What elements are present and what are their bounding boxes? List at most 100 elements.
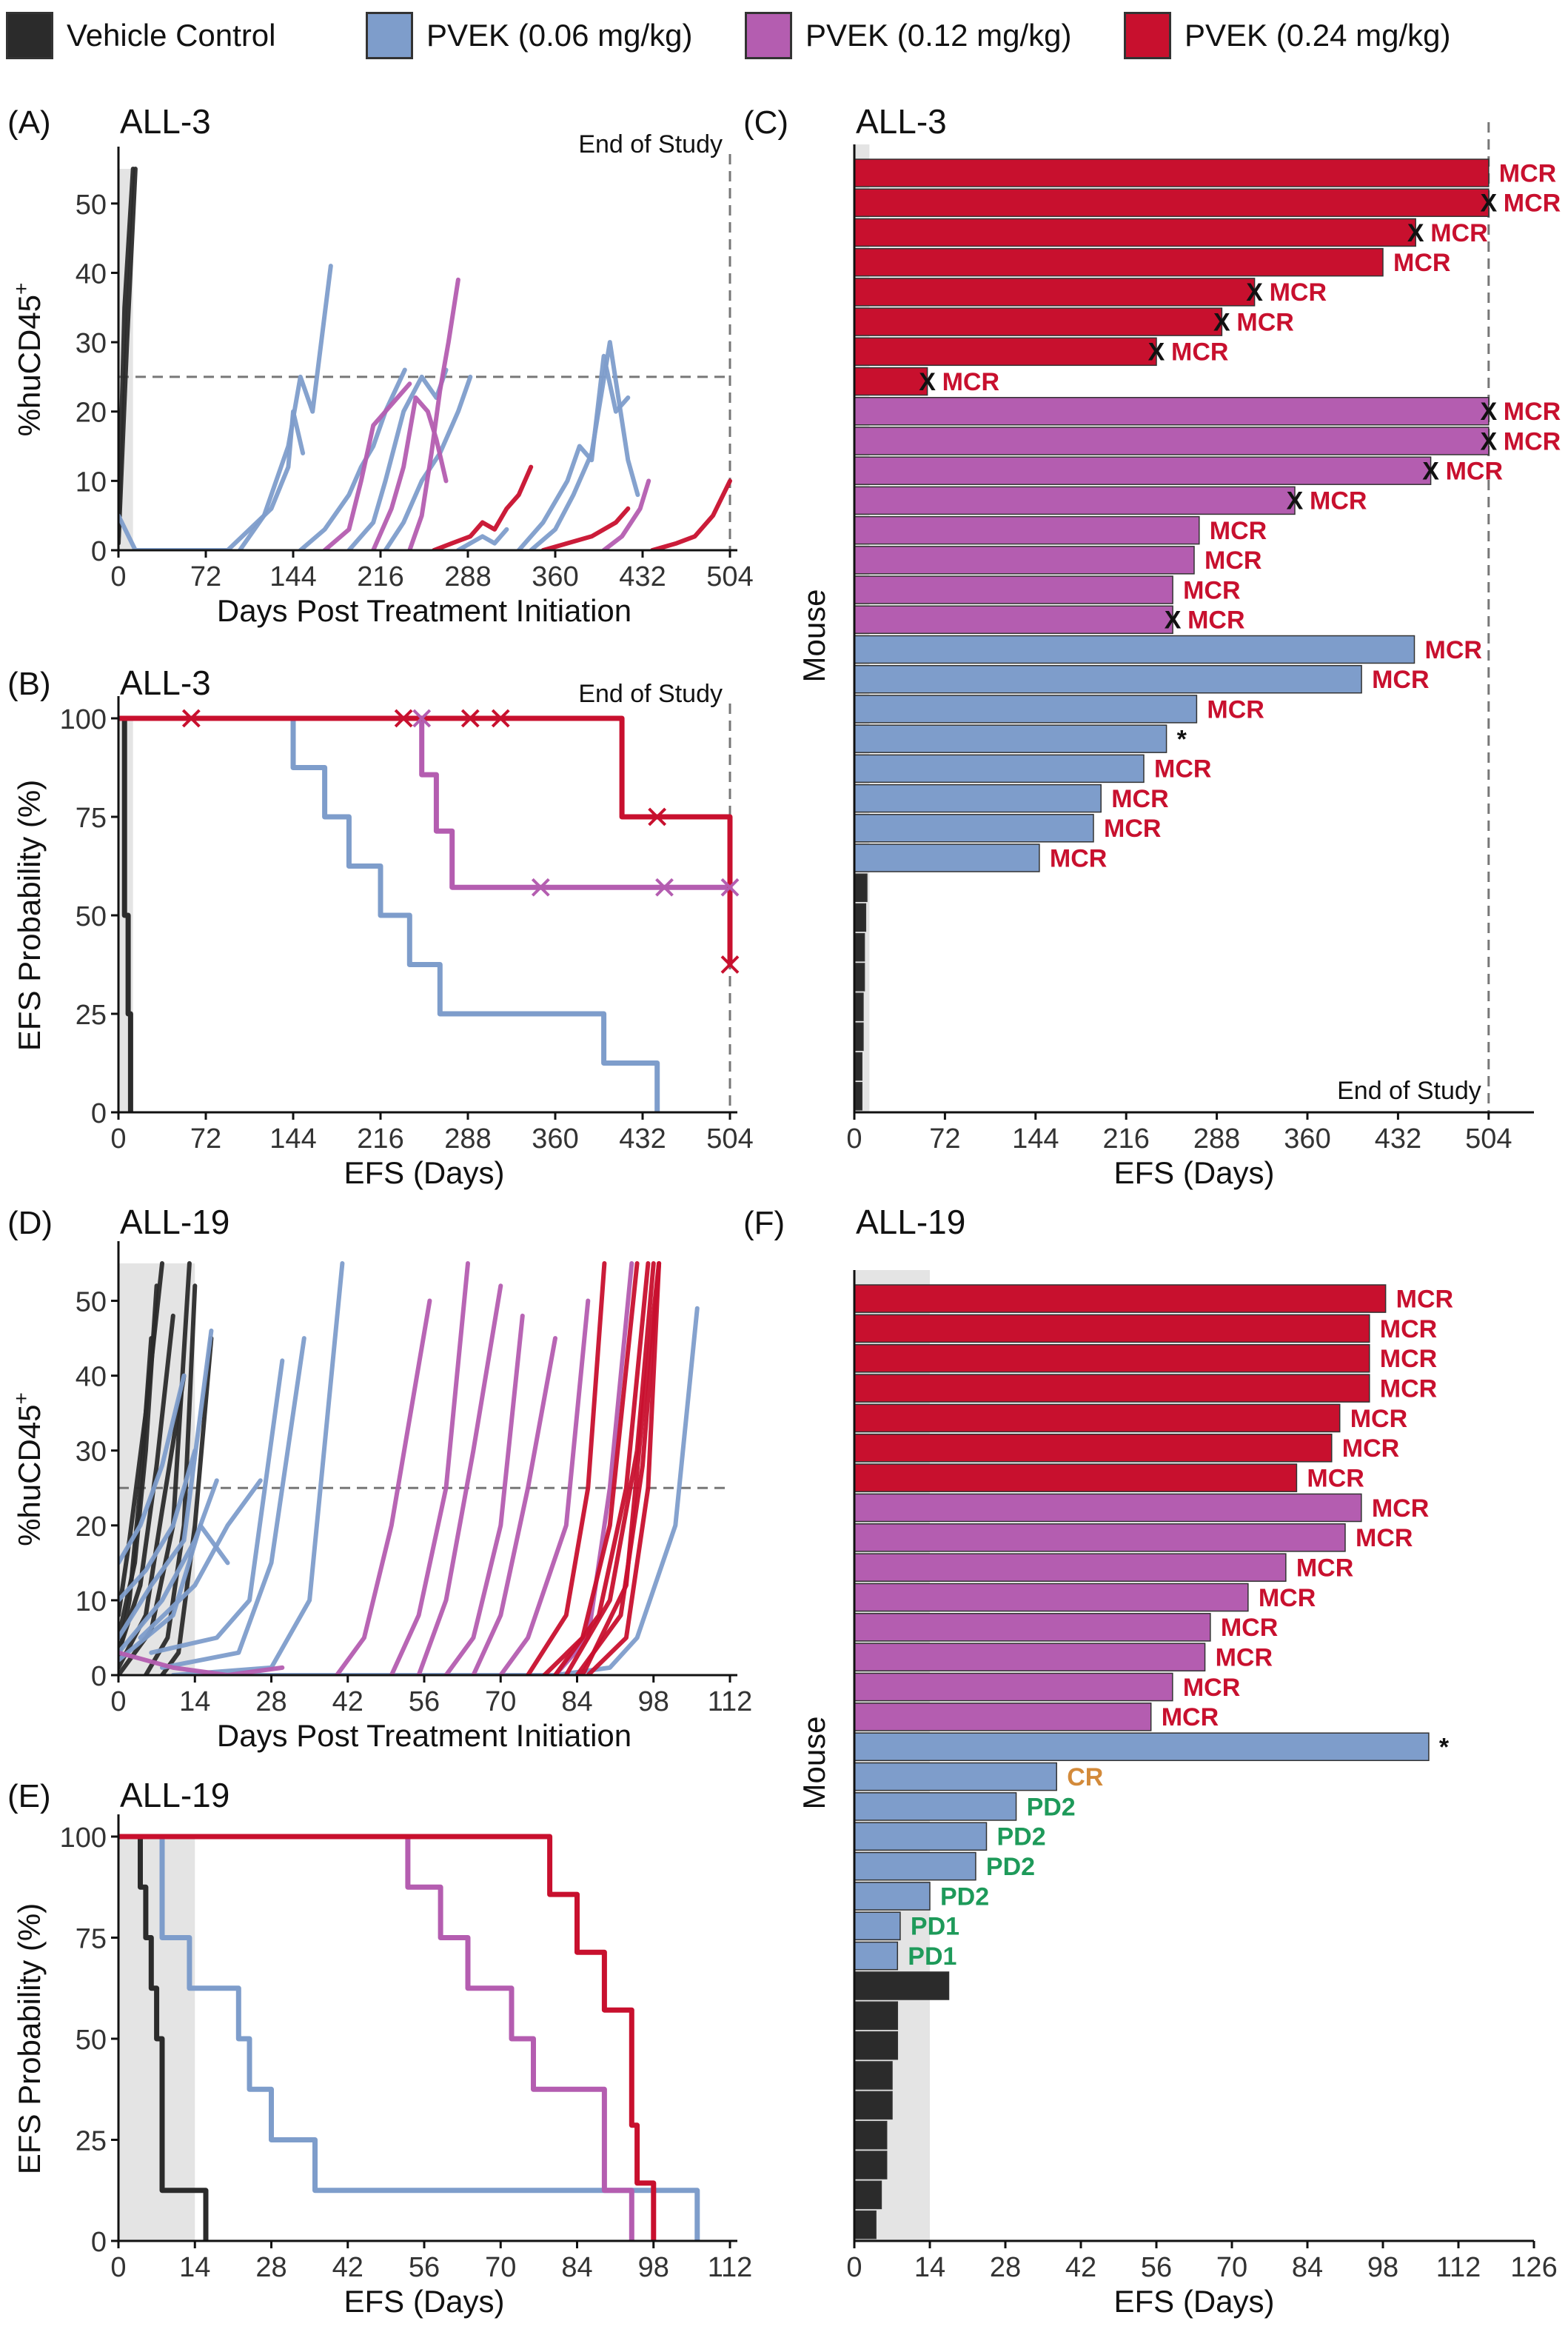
panel-e-x-tick-label: 14 <box>179 2252 210 2283</box>
panel-d-series-low-10 <box>118 1329 214 1640</box>
panel-a-y-axis-title: %huCD45+ <box>10 283 47 437</box>
panel-c-bar-high-3 <box>854 247 1384 277</box>
panel-d-series-high-26 <box>526 1261 607 1675</box>
panel-b-x-tick-label: 0 <box>110 1123 126 1155</box>
legend-item-pvek-006: PVEK (0.06 mg/kg) <box>366 10 692 61</box>
panel-f-bar-vehicle-29 <box>854 2151 888 2179</box>
panel-e: (E) ALL-19 0 25 50 75 100 0 14 28 42 56 70 84 98 112 EFS… <box>7 1776 752 2319</box>
panel-f-bar-mid-13 <box>854 1672 1173 1702</box>
panel-f-bar-high-0 <box>854 1284 1387 1313</box>
panel-a-series-mid-11 <box>371 395 449 550</box>
panel-b-y-tick-label: 50 <box>76 901 107 932</box>
panel-d-series-high-27 <box>542 1261 640 1675</box>
panel-a-x-axis-title: Days Post Treatment Initiation <box>217 593 631 628</box>
panel-e-x-tick-label: 84 <box>561 2252 592 2283</box>
panel-f-x-tick-label: 28 <box>990 2252 1021 2283</box>
panel-c-bar-low-16 <box>854 635 1415 664</box>
panel-e-series <box>118 1834 700 2241</box>
panel-d-series-low-11 <box>118 1478 219 1655</box>
panel-b-censor-mark-4 <box>491 709 510 728</box>
panel-c-bar-label: MCR <box>1372 666 1429 694</box>
panel-f-bar-vehicle-30 <box>854 2180 882 2210</box>
panel-c-bar-label: MCR <box>1504 398 1561 426</box>
panel-a-x-tick-label: 144 <box>269 561 316 592</box>
panel-e-y-tick-label: 75 <box>76 1924 107 1955</box>
panel-c-x-tick-label: 216 <box>1102 1123 1149 1155</box>
panel-c-bar-censor-mark: X <box>919 368 936 396</box>
panel-f-bar-label: * <box>1439 1734 1450 1762</box>
panel-b-series-low-1 <box>118 715 660 1112</box>
panel-c-bar-label: MCR <box>1207 695 1264 724</box>
panel-c-bar-label: MCR <box>1270 278 1327 307</box>
panel-f-title: ALL-19 <box>856 1203 965 1241</box>
panel-c-bar-low-19 <box>854 724 1167 753</box>
panel-f-bar-high-2 <box>854 1343 1370 1373</box>
panel-a-letter: (A) <box>7 104 51 141</box>
panel-e-x-tick-label: 42 <box>332 2252 363 2283</box>
panel-c-bar-label: MCR <box>1310 487 1367 515</box>
panel-f-bar-label: MCR <box>1380 1345 1437 1373</box>
panel-a-series-mid-12 <box>407 277 460 550</box>
panel-a-y-tick-label: 40 <box>76 258 107 290</box>
panel-c-bar-vehicle-26 <box>854 932 865 962</box>
panel-f-x-tick-label: 112 <box>1436 2252 1481 2283</box>
panel-a-y-axis-title-sup: + <box>10 283 33 295</box>
panel-c-end-of-study-label: End of Study <box>1337 1077 1481 1105</box>
panel-e-x-tick-label: 0 <box>110 2252 126 2283</box>
legend-label-pvek-012: PVEK (0.12 mg/kg) <box>805 18 1072 53</box>
panel-c-bar-label: MCR <box>1187 607 1244 635</box>
panel-c-bar-censor-mark: X <box>1422 458 1439 486</box>
panel-a-series-vehicle-1 <box>118 167 135 539</box>
panel-f-bar-mid-14 <box>854 1703 1152 1731</box>
panel-e-y-tick-label: 100 <box>60 1823 107 1854</box>
panel-c-bar-label: MCR <box>1205 547 1262 575</box>
panel-e-x-tick-label: 98 <box>638 2252 669 2283</box>
panel-c-y-axis-title: Mouse <box>797 589 831 682</box>
panel-f-bar-high-6 <box>854 1463 1298 1492</box>
panel-f-bar-low-15 <box>854 1732 1430 1762</box>
panel-f-bar-label: PD1 <box>908 1942 956 1971</box>
panel-d-series-low-9 <box>118 1448 198 1603</box>
panel-d-series-vehicle-6 <box>143 1283 198 1675</box>
panel-f-x-tick-label: 56 <box>1141 2252 1172 2283</box>
legend-item-pvek-012: PVEK (0.12 mg/kg) <box>745 10 1071 61</box>
panel-c-bar-low-18 <box>854 695 1198 724</box>
panel-c-bar-mid-13 <box>854 546 1195 575</box>
panel-c-bar-censor-mark: X <box>1480 398 1497 426</box>
panel-f-letter: (F) <box>743 1205 785 1241</box>
panel-c-bar-label: MCR <box>1430 219 1487 247</box>
panel-f-bar-mid-8 <box>854 1523 1346 1552</box>
panel-f-x-tick-label: 70 <box>1216 2252 1247 2283</box>
panel-b-x-tick-label: 432 <box>619 1123 666 1155</box>
panel-f-x-tick-label: 126 <box>1510 2252 1557 2283</box>
legend-swatch-vehicle <box>6 12 53 59</box>
panel-c-bar-label: MCR <box>1504 427 1561 455</box>
panel-f-bar-label: MCR <box>1372 1494 1429 1523</box>
panel-c-bar-censor-mark: X <box>1246 278 1263 307</box>
panel-e-series-low-1 <box>118 1834 700 2241</box>
panel-f-x-tick-label: 14 <box>914 2252 945 2283</box>
panel-b-censor-mark-6 <box>655 878 674 897</box>
panel-b-censor-stroke-b <box>720 878 740 897</box>
panel-b-x-axis-title: EFS (Days) <box>344 1155 504 1190</box>
panel-d-series-low-8 <box>118 1373 187 1566</box>
panel-c-bar-censor-mark: X <box>1287 487 1304 515</box>
panel-a-series-mid-10 <box>322 381 412 550</box>
panel-b-y-axis-title: EFS Probability (%) <box>12 780 47 1051</box>
panel-b-censor-stroke-b <box>394 709 413 728</box>
panel-f-bar-mid-10 <box>854 1583 1249 1612</box>
panel-c-bar-high-7 <box>854 367 928 396</box>
panel-c-bar-vehicle-28 <box>854 992 864 1021</box>
panel-e-series-mid-2 <box>118 1834 634 2241</box>
panel-c-bar-label: MCR <box>1210 517 1267 545</box>
panel-f-bar-label: MCR <box>1380 1374 1437 1403</box>
legend: Vehicle Control PVEK (0.06 mg/kg) PVEK (… <box>0 0 1568 71</box>
panel-d-series-vehicle-4 <box>118 1373 187 1670</box>
panel-d-series-mid-24 <box>498 1298 591 1675</box>
panel-f-bar-label: MCR <box>1162 1703 1219 1731</box>
panel-e-x-tick-label: 112 <box>708 2252 753 2283</box>
panel-e-title: ALL-19 <box>120 1776 229 1814</box>
panel-d-series-mid-21 <box>416 1283 503 1675</box>
panel-e-x-tick-label: 28 <box>255 2252 287 2283</box>
panel-d-series-low-13 <box>138 1478 263 1640</box>
